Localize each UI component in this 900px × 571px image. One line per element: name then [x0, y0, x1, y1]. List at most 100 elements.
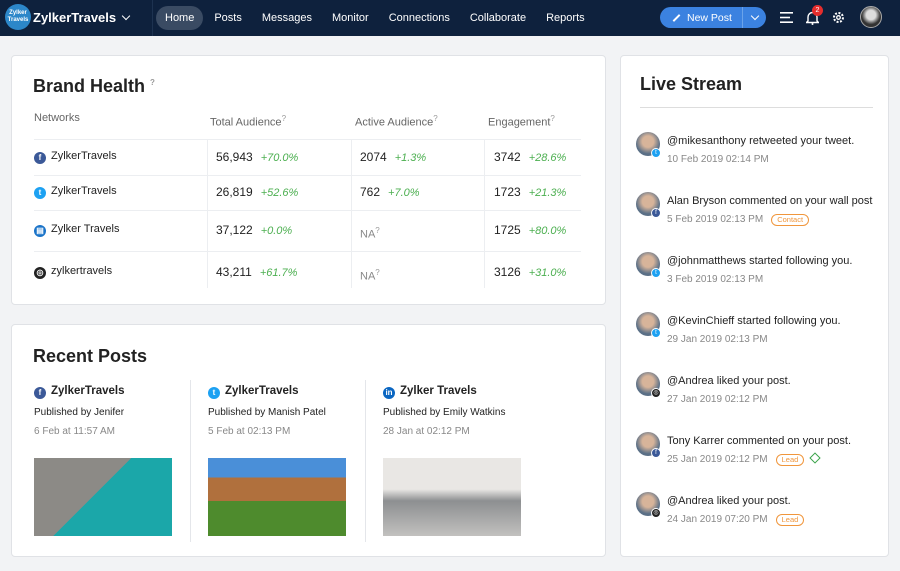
network-name[interactable]: t ZylkerTravels: [34, 185, 117, 199]
post-date: 6 Feb at 11:57 AM: [34, 426, 115, 437]
post-image-beach-pier[interactable]: [34, 458, 172, 536]
post-account: ZylkerTravels: [225, 385, 299, 397]
stream-item[interactable]: t @KevinChieff started following you. 29 J…: [636, 312, 886, 355]
post-image-taj-mahal[interactable]: [383, 458, 521, 536]
post-author: Published by Manish Patel: [208, 407, 326, 418]
nav-posts[interactable]: Posts: [214, 12, 242, 24]
total-audience-cell: 37,122 +0.0%: [216, 223, 293, 237]
facebook-icon: f: [34, 152, 46, 164]
network-name[interactable]: ▤ Zylker Travels: [34, 223, 119, 237]
stream-item[interactable]: ◎ @Andrea liked your post. 27 Jan 2019 02:…: [636, 372, 886, 415]
nav-reports[interactable]: Reports: [546, 12, 585, 24]
user-avatar[interactable]: [860, 6, 882, 28]
facebook-icon: f: [34, 387, 46, 399]
engagement-cell: 1725 +80.0%: [494, 223, 567, 237]
post-image-mountains[interactable]: [208, 458, 346, 536]
facebook-icon: f: [651, 208, 661, 218]
stream-item[interactable]: t @mikesanthony retweeted your tweet. 10 F…: [636, 132, 886, 175]
post-author: Published by Emily Watkins: [383, 407, 506, 418]
recent-post[interactable]: f ZylkerTravels Published by Jenifer 6 Feb …: [34, 385, 184, 437]
post-account: ZylkerTravels: [51, 385, 125, 397]
stream-date: 5 Feb 2019 02:13 PM Contact: [667, 214, 810, 226]
twitter-icon: t: [651, 328, 661, 338]
nav-monitor[interactable]: Monitor: [332, 12, 369, 24]
post-author: Published by Jenifer: [34, 407, 125, 418]
facebook-icon: f: [651, 448, 661, 458]
active-audience-cell: 2074 +1.3%: [360, 150, 427, 164]
stream-date: 24 Jan 2019 07:20 PM Lead: [667, 514, 805, 526]
post-account: Zylker Travels: [400, 385, 477, 397]
tag-badge[interactable]: Lead: [775, 454, 805, 466]
stream-item[interactable]: t @johnmatthews started following you. 3 F…: [636, 252, 886, 295]
col-engagement: Engagement?: [488, 114, 555, 129]
new-post-label: New Post: [687, 11, 732, 24]
help-icon[interactable]: ?: [150, 78, 155, 87]
post-date: 5 Feb at 02:13 PM: [208, 426, 291, 437]
recent-post[interactable]: t ZylkerTravels Published by Manish Patel 5…: [208, 385, 358, 437]
brand-logo[interactable]: Zylker Travels: [5, 4, 31, 30]
stream-text: Alan Bryson commented on your wall post: [667, 195, 873, 207]
nav-connections[interactable]: Connections: [388, 12, 450, 24]
instagram-icon: ◎: [651, 388, 661, 398]
live-stream-title: Live Stream: [640, 74, 743, 94]
nav-messages[interactable]: Messages: [261, 12, 312, 24]
twitter-icon: t: [651, 148, 661, 158]
instagram-icon: ◎: [651, 508, 661, 518]
stream-text: @Andrea liked your post.: [667, 375, 791, 387]
notification-badge: 2: [812, 5, 823, 16]
stream-text: @johnmatthews started following you.: [667, 255, 853, 267]
tag-badge[interactable]: Lead: [775, 514, 805, 526]
network-name[interactable]: f ZylkerTravels: [34, 150, 117, 164]
engagement-cell: 3126 +31.0%: [494, 265, 567, 279]
total-audience-cell: 56,943 +70.0%: [216, 150, 299, 164]
active-audience-cell: NA?: [360, 268, 380, 283]
gear-icon[interactable]: [832, 11, 845, 24]
divider: [640, 107, 873, 108]
active-audience-cell: 762 +7.0%: [360, 185, 420, 199]
twitter-icon: t: [208, 387, 220, 399]
tag-badge[interactable]: Contact: [771, 214, 810, 226]
total-audience-cell: 26,819 +52.6%: [216, 185, 299, 199]
stream-item[interactable]: f Tony Karrer commented on your post. 25 J…: [636, 432, 886, 475]
stream-text: @mikesanthony retweeted your tweet.: [667, 135, 855, 147]
menu-icon[interactable]: [780, 11, 793, 24]
main-nav: Home Posts Messages Monitor Connections …: [156, 6, 596, 30]
network-name[interactable]: ◎ zylkertravels: [34, 265, 112, 279]
stream-text: Tony Karrer commented on your post.: [667, 435, 852, 447]
gmb-icon: ▤: [34, 225, 46, 237]
engagement-cell: 3742 +28.6%: [494, 150, 567, 164]
nav-home[interactable]: Home: [156, 6, 204, 30]
live-stream-card: [620, 55, 889, 557]
brand-health-card: [11, 55, 606, 305]
nav-collaborate[interactable]: Collaborate: [469, 12, 527, 24]
tag-check-icon[interactable]: [809, 452, 821, 464]
stream-item[interactable]: ◎ @Andrea liked your post. 24 Jan 2019 07:…: [636, 492, 886, 535]
new-post-dropdown[interactable]: [742, 7, 766, 28]
instagram-icon: ◎: [34, 267, 46, 279]
stream-item[interactable]: f Alan Bryson commented on your wall post…: [636, 192, 886, 235]
brand-health-title: Brand Health ?: [33, 76, 155, 96]
twitter-icon: t: [651, 268, 661, 278]
col-networks: Networks: [34, 112, 80, 124]
recent-post[interactable]: in Zylker Travels Published by Emily Watki…: [383, 385, 533, 437]
stream-date: 27 Jan 2019 02:12 PM: [667, 394, 768, 405]
col-total-audience: Total Audience?: [210, 114, 287, 129]
engagement-cell: 1723 +21.3%: [494, 185, 567, 199]
col-active-audience: Active Audience?: [355, 114, 438, 129]
post-date: 28 Jan at 02:12 PM: [383, 426, 470, 437]
stream-text: @KevinChieff started following you.: [667, 315, 841, 327]
pencil-icon: [672, 13, 681, 22]
active-audience-cell: NA?: [360, 226, 380, 241]
stream-date: 29 Jan 2019 02:13 PM: [667, 334, 768, 345]
twitter-icon: t: [34, 187, 46, 199]
linkedin-icon: in: [383, 387, 395, 399]
total-audience-cell: 43,211 +61.7%: [216, 265, 298, 279]
stream-text: @Andrea liked your post.: [667, 495, 791, 507]
recent-posts-title: Recent Posts: [33, 346, 148, 366]
stream-date: 3 Feb 2019 02:13 PM: [667, 274, 764, 285]
brand-switcher[interactable]: ZylkerTravels: [33, 10, 131, 25]
divider: [152, 0, 153, 36]
top-nav-bar: Zylker Travels ZylkerTravels Home Posts …: [0, 0, 900, 36]
new-post-button[interactable]: New Post: [660, 7, 766, 28]
brand-name: ZylkerTravels: [33, 10, 117, 25]
